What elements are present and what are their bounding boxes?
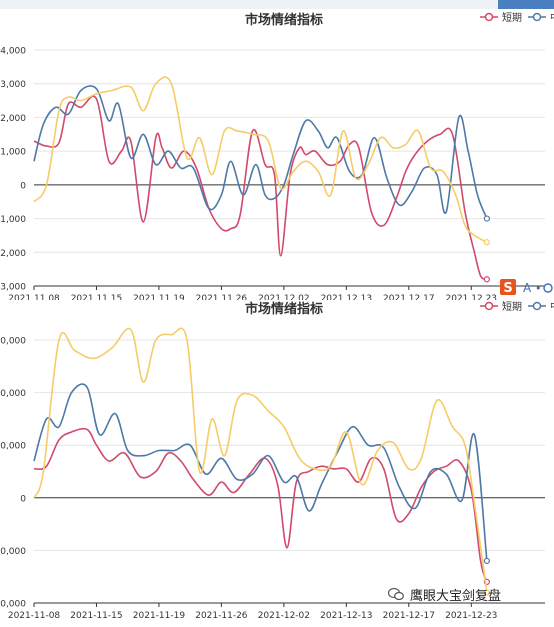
series-end-point-1	[483, 557, 490, 565]
wechat-icon	[388, 587, 404, 601]
series-line-0	[33, 427, 488, 583]
chart-panel-1: 市场情绪指标 短期 中期 -3,000 -2,000 -1,000 0 1,000 2,000 3…	[0, 0, 554, 304]
top-strip	[0, 0, 554, 9]
y-tick-label: 4,000	[0, 47, 26, 57]
x-tick-label: 2021 11 19	[133, 294, 185, 300]
x-tick-label: 2021-11-19	[133, 611, 186, 621]
y-tick-label: -10,000	[0, 547, 26, 557]
brand-mark-box	[500, 279, 516, 295]
series-end-point-2	[483, 239, 490, 246]
y-tick-label: -3,000	[0, 283, 26, 293]
x-tick-label: 2021 12 17	[383, 294, 435, 300]
top-badge	[498, 0, 554, 9]
legend-label-1[interactable]: 中期	[550, 300, 554, 313]
series-end-point-0	[483, 276, 490, 283]
x-tick-label: 2021 12 13	[321, 294, 373, 300]
x-tick-label: 2021-11-08	[8, 611, 61, 621]
x-tick-label: 2021 11 26	[196, 294, 248, 300]
x-tick-label: 2021-12-13	[320, 611, 372, 621]
y-tick-label: 2,000	[0, 114, 26, 124]
y-tick-label: 0	[20, 494, 26, 504]
x-tick-label: 2021 12 02	[258, 294, 310, 300]
x-tick-label: 2021-11-15	[70, 611, 122, 621]
x-tick-label: 2021 12 23	[446, 294, 498, 300]
y-tick-label: -2,000	[0, 249, 26, 259]
pinyin-icon: •	[535, 282, 542, 295]
legend-label-0[interactable]: 短期	[502, 300, 522, 313]
y-tick-label: 30,000	[0, 337, 26, 347]
y-tick-label: 20,000	[0, 389, 26, 399]
y-tick-label: -20,000	[0, 600, 26, 610]
chart-title: 市场情绪指标	[245, 12, 323, 28]
chart-2: 市场情绪指标 短期 中期 -20,000 -10,000 0 10,000 20,000 30,…	[0, 300, 554, 621]
legend-marker-1[interactable]	[532, 12, 542, 22]
wechat-watermark: 鹰眼大宝剑复盘	[388, 583, 501, 605]
x-tick-label: 2021-12-02	[258, 611, 310, 621]
legend-label-1[interactable]: 中期	[550, 11, 554, 24]
series-line-1	[33, 383, 488, 561]
x-tick-label: 2021-12-17	[383, 611, 435, 621]
x-tick-label: 2021 11 15	[71, 294, 123, 300]
series-line-2	[33, 327, 488, 593]
y-tick-label: 1,000	[0, 148, 26, 158]
y-tick-label: 0	[20, 181, 26, 191]
y-tick-label: 3,000	[0, 80, 26, 90]
brand-mark: S	[503, 281, 512, 296]
chart-panel-2: 市场情绪指标 短期 中期 -20,000 -10,000 0 10,000 20,000 30,…	[0, 296, 554, 623]
series-end-point-1	[483, 215, 490, 222]
wechat-account: 鹰眼大宝剑复盘	[410, 588, 502, 604]
series-line-2	[33, 76, 488, 243]
legend-marker-0[interactable]	[484, 301, 494, 311]
watermark-logo: S A •	[500, 279, 553, 296]
x-tick-label: 2021 11 08	[8, 294, 60, 300]
legend-marker-1[interactable]	[532, 301, 542, 311]
series-end-point-2	[483, 589, 490, 596]
x-tick-label: 2021-11-26	[195, 611, 248, 621]
chart-1: 市场情绪指标 短期 中期 -3,000 -2,000 -1,000 0 1,000 2,000 3…	[0, 11, 554, 304]
y-tick-label: -1,000	[0, 215, 26, 225]
legend-marker-0[interactable]	[484, 12, 494, 22]
series-line-0	[33, 95, 488, 281]
brand-text: A	[523, 281, 532, 295]
series-line-1	[33, 85, 488, 219]
settings-icon	[543, 283, 553, 293]
chart-title: 市场情绪指标	[245, 301, 323, 317]
x-tick-label: 2021-12-23	[445, 611, 497, 621]
legend-label-0[interactable]: 短期	[502, 11, 522, 24]
y-tick-label: 10,000	[0, 442, 26, 452]
